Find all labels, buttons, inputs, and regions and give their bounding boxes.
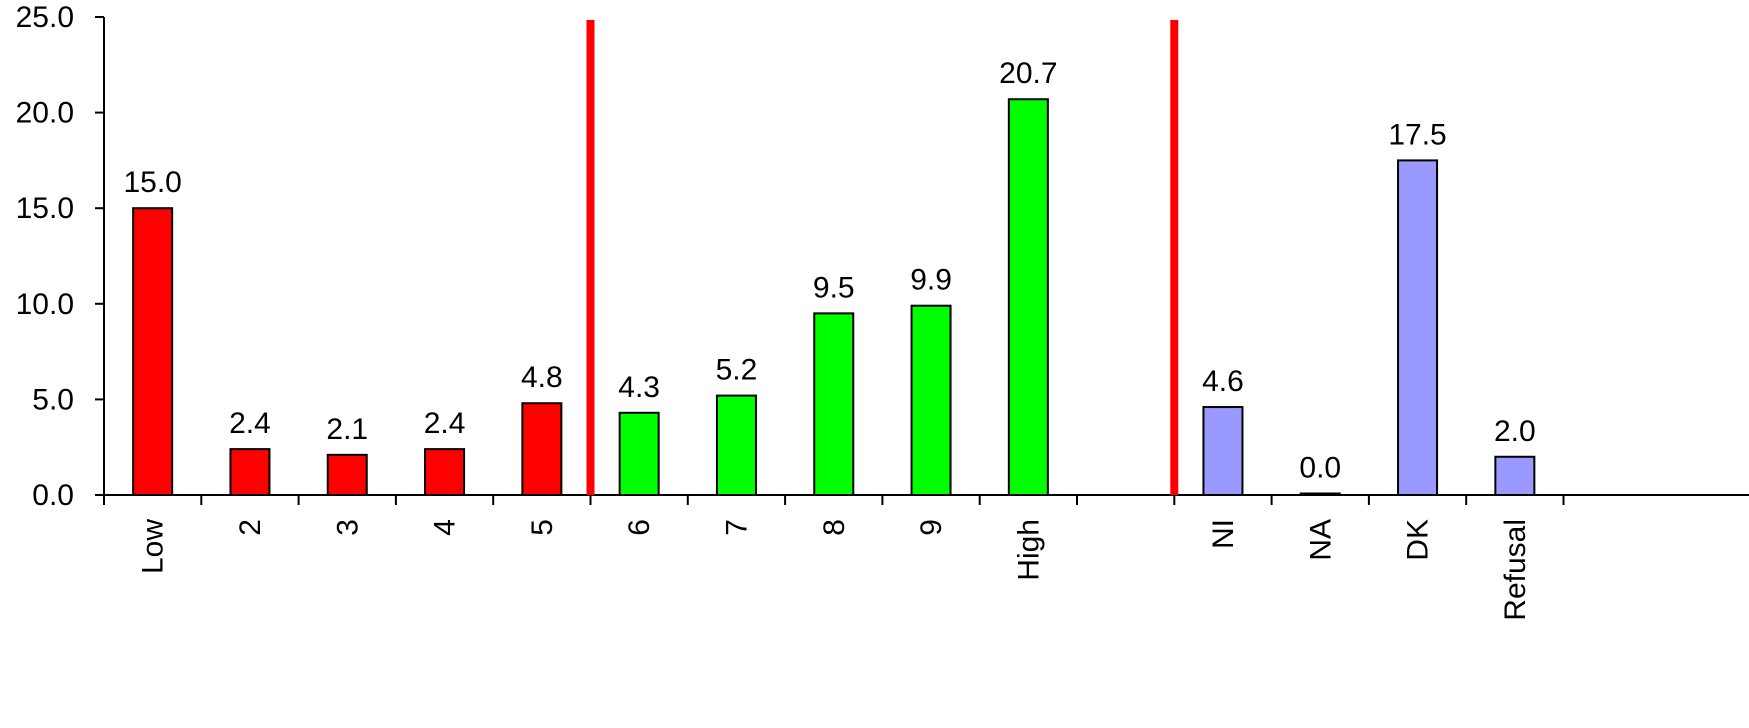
bar [1007,98,1049,496]
x-tick-label: 5 [526,519,559,536]
y-tick-label: 0.0 [32,479,74,512]
x-tick-label: Low [137,519,170,574]
data-label: 2.1 [326,413,368,446]
bar [1202,406,1244,497]
x-tick-label: DK [1402,519,1435,561]
y-tick-label: 5.0 [32,383,74,416]
x-tick-label: 8 [818,519,851,536]
bar [521,402,563,496]
data-label: 9.5 [813,271,855,304]
data-label: 4.6 [1202,365,1244,398]
x-tick-label: Refusal [1499,519,1532,621]
bar [326,453,368,496]
data-label: 20.7 [999,57,1057,90]
x-tick-label: 4 [429,519,462,536]
x-tick-label: 7 [720,519,753,536]
x-tick-label: 9 [915,519,948,536]
bar [813,312,855,496]
y-tick-label: 20.0 [16,97,74,130]
data-label: 2.4 [229,407,271,440]
data-label: 4.3 [618,371,660,404]
data-label: 9.9 [910,264,952,297]
data-label: 4.8 [521,361,563,394]
x-tick-label: 2 [234,519,267,536]
data-label: 17.5 [1388,118,1446,151]
x-axis [103,494,1749,505]
bar [229,448,271,496]
bar [1397,159,1439,496]
x-tick-label: 6 [623,519,656,536]
x-tick-label: High [1012,519,1045,581]
data-label: 0.0 [1299,452,1341,485]
data-label: 2.4 [424,407,466,440]
bar [132,207,174,496]
y-axis: 0.0 5.0 10.0 15.0 20.0 25.0 [16,1,105,512]
bar [715,394,757,496]
bar [1494,455,1536,497]
group-separators [586,20,1179,495]
data-label: 5.2 [716,354,758,387]
bar [424,448,466,496]
y-tick-label: 10.0 [16,288,74,321]
data-label: 2.0 [1494,415,1536,448]
bar [1299,492,1341,496]
bar [910,304,952,496]
y-tick-label: 25.0 [16,1,74,34]
x-tick-label: 3 [331,519,364,536]
bar [618,411,660,496]
data-label: 15.0 [123,166,181,199]
value-labels: 15.0 2.4 2.1 2.4 4.8 4.3 5.2 9.5 9.9 20.7 4.6 0.0 17… [123,57,1535,484]
y-tick-label: 15.0 [16,192,74,225]
x-tick-label: NI [1207,519,1240,549]
x-tick-labels: Low 2 3 4 5 6 7 8 9 High NI NA DK Refusal [137,519,1532,621]
x-tick-label: NA [1304,519,1337,561]
bars [132,98,1536,497]
